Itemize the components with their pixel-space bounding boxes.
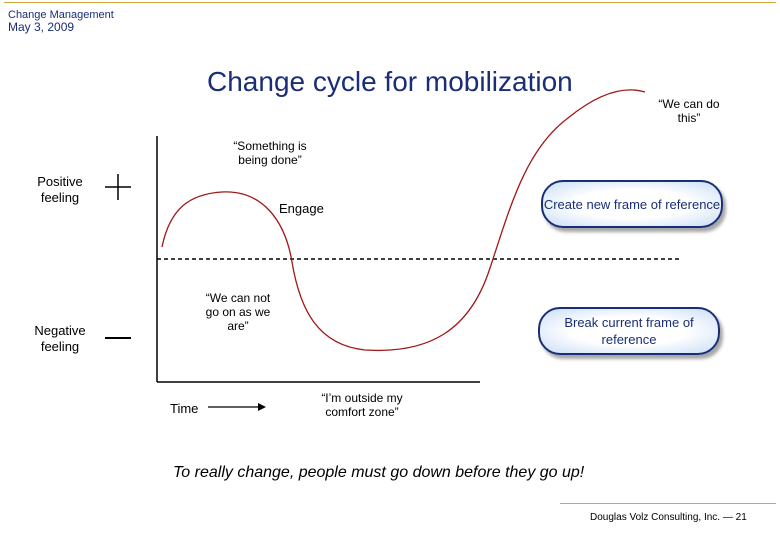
change-curve	[161, 89, 646, 352]
quote-cannot-go-on: “We can not go on as we are”	[205, 291, 271, 333]
time-label: Time	[170, 401, 199, 416]
header-subtitle: Change Management	[8, 9, 114, 21]
time-arrow-head	[258, 403, 266, 411]
create-frame-bubble: Create new frame of reference	[541, 180, 723, 228]
break-frame-text: Break current frame of reference	[564, 315, 694, 347]
footer-rule	[560, 503, 776, 504]
quote-something-done: “Something is being done”	[233, 139, 307, 167]
positive-feeling-label: Positive feeling	[37, 174, 83, 205]
tagline: To really change, people must go down be…	[173, 464, 585, 481]
footer-company: Douglas Volz Consulting, Inc.	[590, 512, 721, 523]
break-frame-bubble: Break current frame of reference	[538, 307, 720, 355]
header-rule	[4, 2, 776, 3]
header-date: May 3, 2009	[8, 20, 75, 34]
footer: Douglas Volz Consulting, Inc. — 21	[590, 512, 747, 523]
footer-separator: —	[722, 512, 733, 523]
quote-we-can-do: “We can do this”	[658, 97, 720, 125]
page-number: 21	[735, 512, 747, 523]
create-frame-text: Create new frame of reference	[543, 196, 721, 212]
negative-feeling-label: Negative feeling	[34, 323, 86, 354]
quote-outside-comfort: “I’m outside my comfort zone”	[321, 391, 403, 419]
engage-label: Engage	[279, 201, 324, 216]
slide-title: Change cycle for mobilization	[207, 66, 573, 97]
